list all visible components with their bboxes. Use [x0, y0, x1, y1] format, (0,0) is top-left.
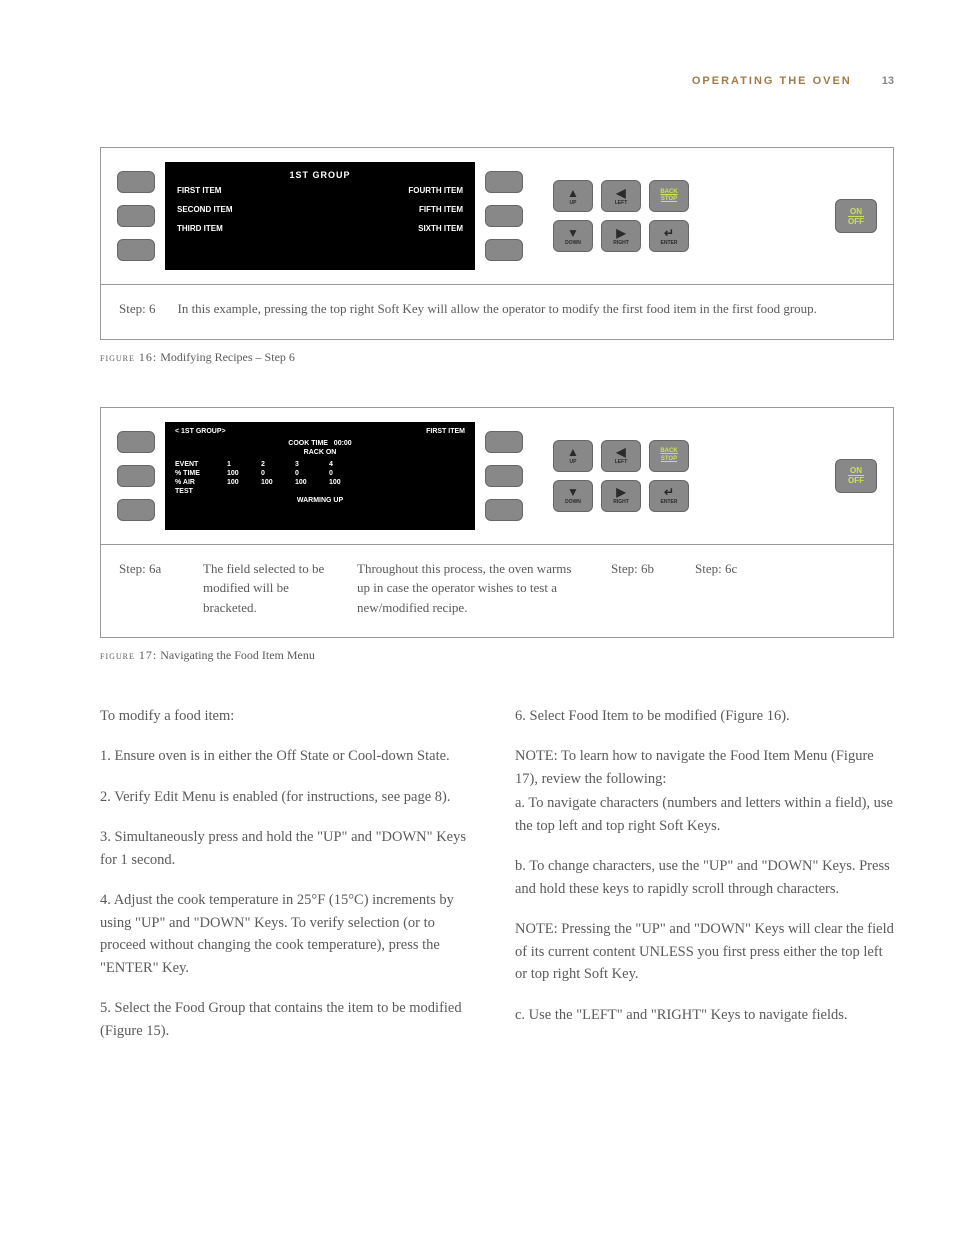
up-button[interactable]: ▲UP — [553, 180, 593, 212]
right-column: 6. Select Food Item to be modified (Figu… — [515, 705, 894, 1060]
enter-button-2[interactable]: ↵ENTER — [649, 480, 689, 512]
back-stop-button[interactable]: BACKSTOP — [649, 180, 689, 212]
figure-17-box: < 1ST GROUP> FIRST ITEM COOK TIME 00:00 … — [100, 407, 894, 639]
step-b: b. To change characters, use the "UP" an… — [515, 855, 894, 900]
step-2: 2. Verify Edit Menu is enabled (for inst… — [100, 786, 479, 808]
step-6b-label: Step: 6b — [611, 559, 671, 618]
up-button-2[interactable]: ▲UP — [553, 440, 593, 472]
step-6-text: In this example, pressing the top right … — [177, 299, 875, 319]
intro: To modify a food item: — [100, 705, 479, 727]
control-buttons-2: ▲UP ◀LEFT BACKSTOP ▼DOWN ▶RIGHT ↵ENTER O… — [533, 422, 877, 530]
step-6a-label: Step: 6a — [119, 559, 179, 618]
step-6a-text: The field selected to be modified will b… — [203, 559, 333, 618]
softkey-mid-right[interactable] — [485, 205, 523, 227]
figure-17-panel: < 1ST GROUP> FIRST ITEM COOK TIME 00:00 … — [101, 408, 893, 544]
figure-16-panel: 1ST GROUP FIRST ITEM SECOND ITEM THIRD I… — [101, 148, 893, 284]
item-1: FIRST ITEM — [177, 186, 233, 195]
display-screen: 1ST GROUP FIRST ITEM SECOND ITEM THIRD I… — [165, 162, 475, 270]
warming-label: WARMING UP — [175, 497, 465, 504]
display-screen-2: < 1ST GROUP> FIRST ITEM COOK TIME 00:00 … — [165, 422, 475, 530]
item-2: SECOND ITEM — [177, 205, 233, 214]
softkey-mid-right-2[interactable] — [485, 465, 523, 487]
softkey-bot-left[interactable] — [117, 239, 155, 261]
back-stop-button-2[interactable]: BACKSTOP — [649, 440, 689, 472]
step-4: 4. Adjust the cook temperature in 25°F (… — [100, 889, 479, 979]
left-softkeys — [117, 162, 155, 270]
group-label: < 1ST GROUP> — [175, 428, 226, 435]
fig17-mid-text: Throughout this process, the oven warms … — [357, 559, 587, 618]
figure-17-caption-row: Step: 6a The field selected to be modifi… — [101, 544, 893, 638]
step-6-label: Step: 6 — [119, 299, 155, 319]
left-button-2[interactable]: ◀LEFT — [601, 440, 641, 472]
item-4: FOURTH ITEM — [408, 186, 463, 195]
softkey-bot-left-2[interactable] — [117, 499, 155, 521]
softkey-top-right-2[interactable] — [485, 431, 523, 453]
item-5: FIFTH ITEM — [408, 205, 463, 214]
softkey-bot-right[interactable] — [485, 239, 523, 261]
section-title: OPERATING THE OVEN — [692, 75, 852, 87]
right-softkeys-2 — [485, 422, 523, 530]
figure-17-caption: figure 17: Navigating the Food Item Menu — [100, 648, 894, 663]
step-6: 6. Select Food Item to be modified (Figu… — [515, 705, 894, 727]
softkey-top-left[interactable] — [117, 171, 155, 193]
item-6: SIXTH ITEM — [408, 224, 463, 233]
figure-16-caption: figure 16: Modifying Recipes – Step 6 — [100, 350, 894, 365]
event-table: EVENT1234 % TIME100000 % AIR100100100100… — [175, 461, 465, 495]
step-1: 1. Ensure oven is in either the Off Stat… — [100, 745, 479, 767]
cooktime-val: 00:00 — [334, 440, 352, 447]
rack-label: RACK ON — [304, 449, 337, 456]
left-button[interactable]: ◀LEFT — [601, 180, 641, 212]
softkey-mid-left[interactable] — [117, 205, 155, 227]
left-softkeys-2 — [117, 422, 155, 530]
step-3: 3. Simultaneously press and hold the "UP… — [100, 826, 479, 871]
screen-title: 1ST GROUP — [177, 170, 463, 180]
softkey-top-left-2[interactable] — [117, 431, 155, 453]
step-5: 5. Select the Food Group that contains t… — [100, 997, 479, 1042]
step-a: a. To navigate characters (numbers and l… — [515, 792, 894, 837]
right-softkeys — [485, 162, 523, 270]
control-buttons: ▲UP ◀LEFT BACKSTOP ▼DOWN ▶RIGHT ↵ENTER O… — [533, 162, 877, 270]
softkey-mid-left-2[interactable] — [117, 465, 155, 487]
softkey-top-right[interactable] — [485, 171, 523, 193]
note-2: NOTE: Pressing the "UP" and "DOWN" Keys … — [515, 918, 894, 985]
enter-button[interactable]: ↵ENTER — [649, 220, 689, 252]
page-header: OPERATING THE OVEN 13 — [100, 75, 894, 87]
cooktime-label: COOK TIME — [288, 440, 328, 447]
body-text: To modify a food item: 1. Ensure oven is… — [100, 705, 894, 1060]
figure-16-caption-row: Step: 6 In this example, pressing the to… — [101, 284, 893, 339]
right-button-2[interactable]: ▶RIGHT — [601, 480, 641, 512]
step-6c-label: Step: 6c — [695, 559, 755, 618]
on-off-button[interactable]: ON OFF — [835, 199, 877, 233]
note-1: NOTE: To learn how to navigate the Food … — [515, 745, 894, 790]
on-off-button-2[interactable]: ON OFF — [835, 459, 877, 493]
right-button[interactable]: ▶RIGHT — [601, 220, 641, 252]
down-button[interactable]: ▼DOWN — [553, 220, 593, 252]
softkey-bot-right-2[interactable] — [485, 499, 523, 521]
item-3: THIRD ITEM — [177, 224, 233, 233]
page-number: 13 — [882, 75, 894, 87]
down-button-2[interactable]: ▼DOWN — [553, 480, 593, 512]
figure-16-box: 1ST GROUP FIRST ITEM SECOND ITEM THIRD I… — [100, 147, 894, 340]
left-column: To modify a food item: 1. Ensure oven is… — [100, 705, 479, 1060]
item-label: FIRST ITEM — [426, 428, 465, 435]
screen-right-col: FOURTH ITEM FIFTH ITEM SIXTH ITEM — [408, 186, 463, 233]
step-c: c. Use the "LEFT" and "RIGHT" Keys to na… — [515, 1004, 894, 1026]
screen-left-col: FIRST ITEM SECOND ITEM THIRD ITEM — [177, 186, 233, 233]
